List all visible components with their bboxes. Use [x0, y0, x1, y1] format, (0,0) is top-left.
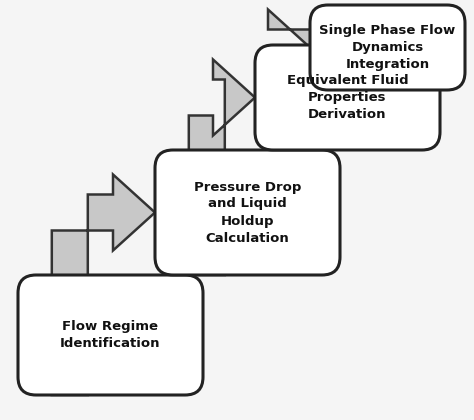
Text: Flow Regime
Identification: Flow Regime Identification — [60, 320, 161, 350]
Text: Pressure Drop
and Liquid
Holdup
Calculation: Pressure Drop and Liquid Holdup Calculat… — [194, 181, 301, 244]
FancyBboxPatch shape — [255, 45, 440, 150]
Text: Single Phase Flow
Dynamics
Integration: Single Phase Flow Dynamics Integration — [319, 24, 456, 71]
Polygon shape — [189, 60, 255, 275]
Polygon shape — [52, 174, 155, 395]
FancyBboxPatch shape — [155, 150, 340, 275]
Polygon shape — [268, 10, 325, 150]
Text: Equivalent Fluid
Properties
Derivation: Equivalent Fluid Properties Derivation — [287, 74, 408, 121]
FancyBboxPatch shape — [18, 275, 203, 395]
FancyBboxPatch shape — [310, 5, 465, 90]
